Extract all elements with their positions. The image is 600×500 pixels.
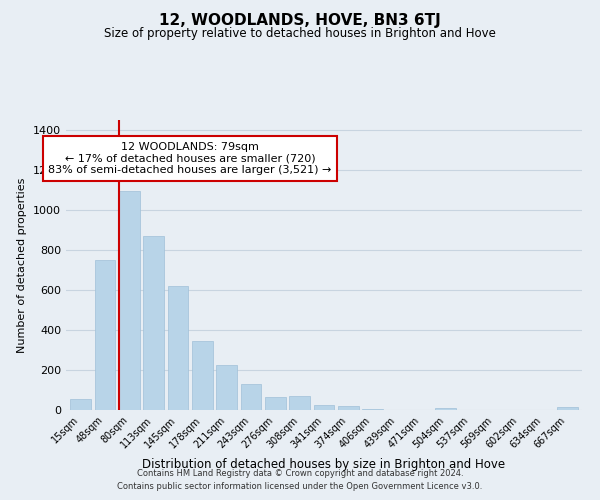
Text: 12 WOODLANDS: 79sqm
← 17% of detached houses are smaller (720)
83% of semi-detac: 12 WOODLANDS: 79sqm ← 17% of detached ho… — [49, 142, 332, 175]
X-axis label: Distribution of detached houses by size in Brighton and Hove: Distribution of detached houses by size … — [142, 458, 506, 471]
Text: Contains HM Land Registry data © Crown copyright and database right 2024.: Contains HM Land Registry data © Crown c… — [137, 468, 463, 477]
Bar — [362, 409, 383, 410]
Bar — [192, 341, 212, 410]
Bar — [70, 399, 91, 410]
Bar — [216, 365, 237, 410]
Bar — [289, 396, 310, 410]
Bar — [143, 236, 164, 410]
Text: Size of property relative to detached houses in Brighton and Hove: Size of property relative to detached ho… — [104, 28, 496, 40]
Bar — [167, 286, 188, 410]
Bar — [557, 407, 578, 410]
Bar — [314, 405, 334, 410]
Bar — [95, 260, 115, 410]
Bar — [436, 408, 456, 410]
Y-axis label: Number of detached properties: Number of detached properties — [17, 178, 28, 352]
Bar — [119, 191, 140, 410]
Text: 12, WOODLANDS, HOVE, BN3 6TJ: 12, WOODLANDS, HOVE, BN3 6TJ — [159, 12, 441, 28]
Text: Contains public sector information licensed under the Open Government Licence v3: Contains public sector information licen… — [118, 482, 482, 491]
Bar — [338, 406, 359, 410]
Bar — [241, 384, 262, 410]
Bar — [265, 397, 286, 410]
